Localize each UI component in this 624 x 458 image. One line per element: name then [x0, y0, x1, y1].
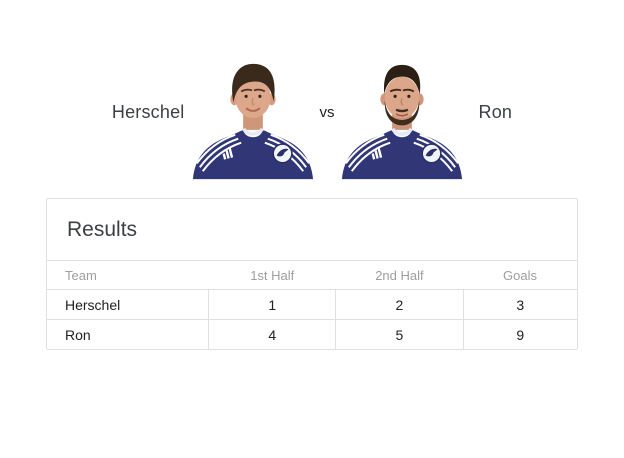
goals-cell: 3: [462, 289, 577, 320]
first-half-cell: 4: [208, 319, 336, 349]
table-header-row: Team 1st Half 2nd Half Goals: [47, 261, 577, 290]
player-avatar-graphic: [192, 63, 313, 180]
page: Herschel: [0, 58, 624, 350]
brand-stripes-icon: [344, 133, 390, 172]
results-table: Team 1st Half 2nd Half Goals Herschel 1 …: [47, 261, 577, 349]
adidas-logo-icon: [371, 147, 382, 160]
club-crest-icon: [271, 143, 293, 164]
right-player-photo: [337, 58, 467, 180]
left-player-name: Herschel: [111, 101, 185, 122]
brand-stripes-icon: [195, 133, 241, 172]
column-header-goals: Goals: [503, 267, 537, 283]
team-cell: Ron: [47, 319, 209, 349]
right-player-name: Ron: [478, 101, 513, 122]
goals-cell: 9: [462, 319, 577, 349]
table-row: Herschel 1 2 3: [47, 289, 577, 320]
first-half-cell: 1: [208, 289, 336, 320]
second-half-cell: 5: [335, 319, 464, 349]
adidas-logo-icon: [222, 147, 233, 160]
results-card: Results Team 1st Half 2nd Half Goals Her…: [46, 198, 578, 350]
player-avatar-graphic: [341, 64, 462, 180]
team-cell: Herschel: [47, 289, 209, 320]
club-crest-icon: [420, 143, 442, 164]
matchup-header: Herschel: [0, 58, 624, 180]
table-row: Ron 4 5 9: [47, 319, 577, 349]
column-header-first-half: 1st Half: [250, 267, 295, 283]
hair: [383, 64, 420, 95]
hair: [231, 63, 275, 103]
second-half-cell: 2: [335, 289, 464, 320]
left-player-photo: [188, 58, 318, 180]
results-title: Results: [47, 199, 577, 261]
column-header-team: Team: [65, 267, 97, 283]
versus-label: vs: [319, 103, 335, 121]
column-header-second-half: 2nd Half: [375, 267, 424, 283]
beard: [384, 100, 419, 126]
